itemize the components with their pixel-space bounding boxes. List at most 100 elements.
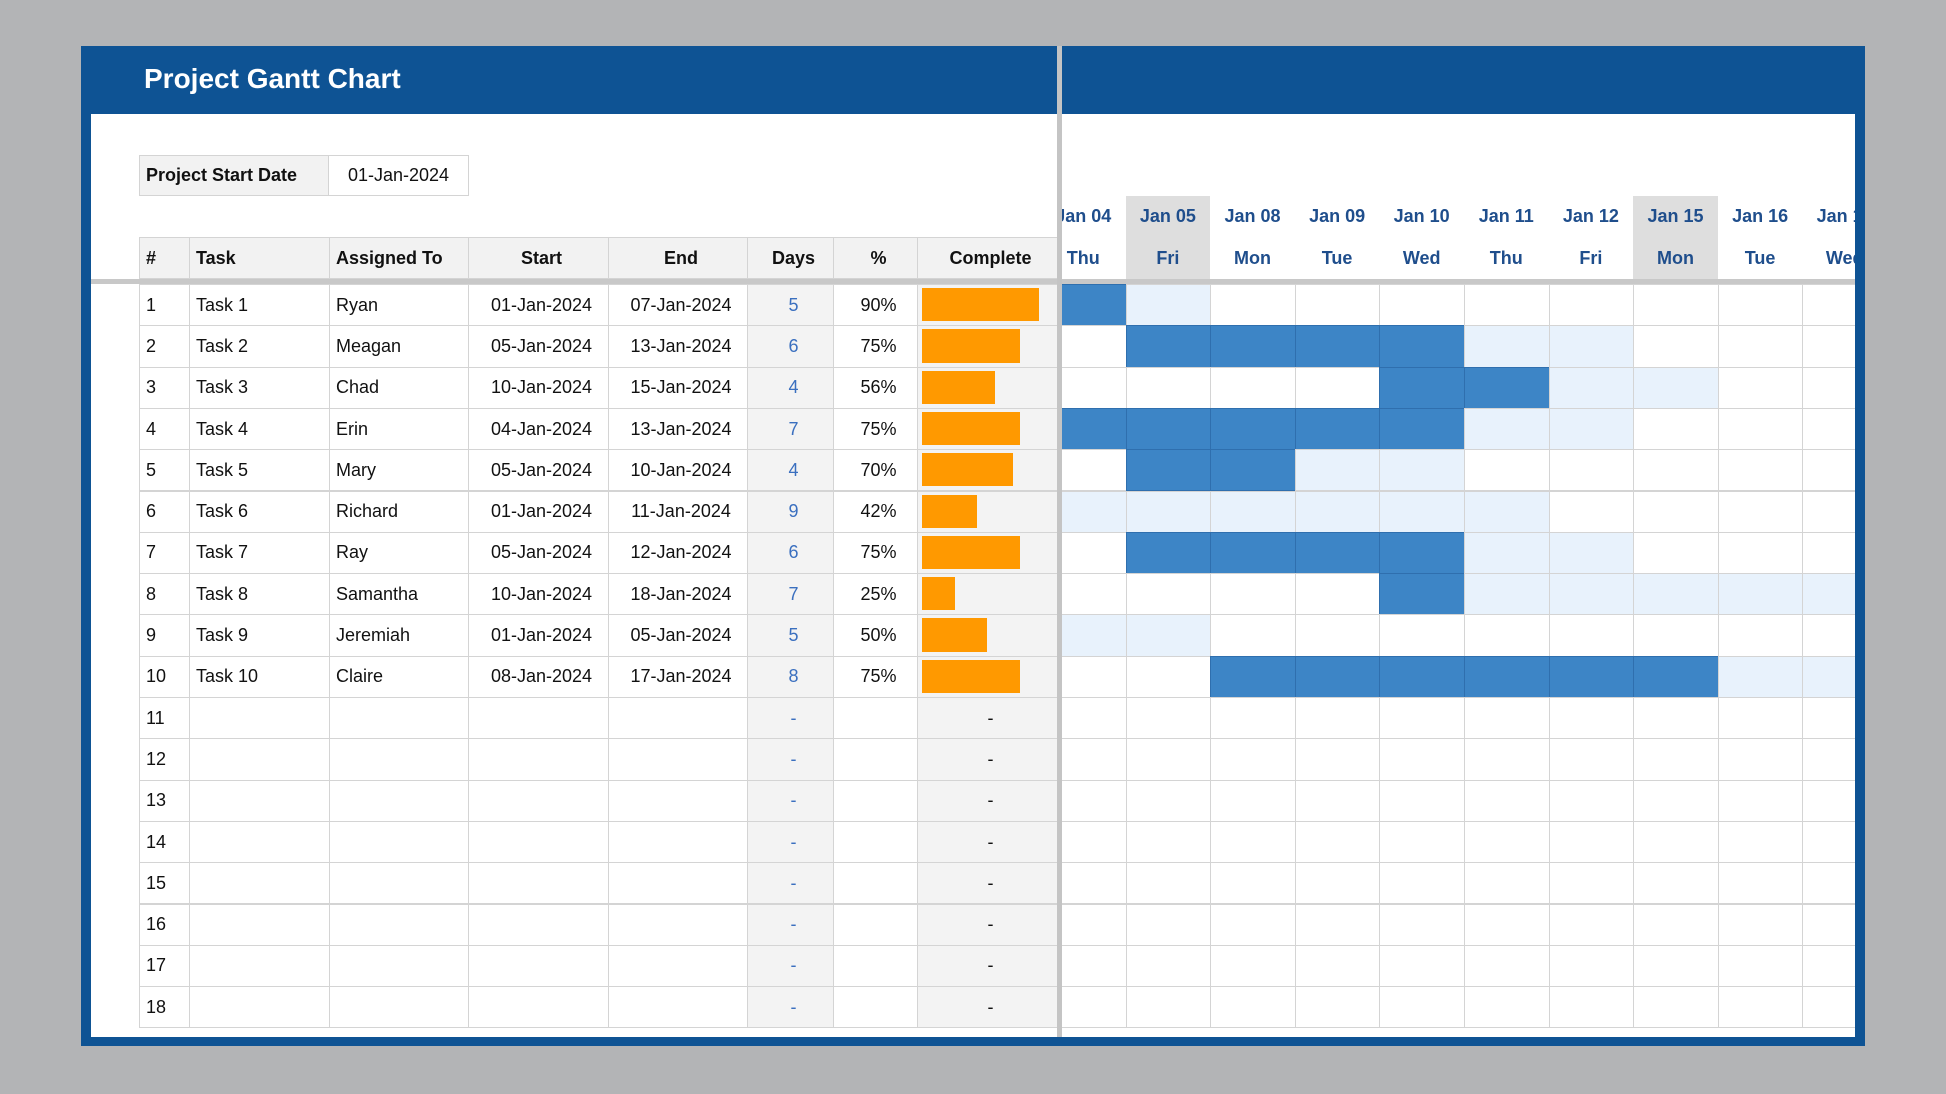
- gantt-cell: [1464, 986, 1550, 1029]
- table-cell: -: [747, 903, 834, 946]
- gantt-cell: [1548, 366, 1635, 409]
- column-header: %: [833, 237, 918, 279]
- gantt-cell: [1802, 697, 1855, 740]
- gantt-cell: [1464, 531, 1550, 575]
- gantt-cell: [1802, 903, 1855, 946]
- table-cell: -: [747, 697, 834, 740]
- table-cell: Mary: [329, 449, 469, 492]
- gantt-cell: [1062, 944, 1127, 988]
- table-cell: 9: [139, 614, 190, 657]
- gantt-cell: [1379, 697, 1465, 740]
- gantt-cell: [1802, 449, 1855, 492]
- table-cell: [329, 820, 469, 864]
- table-cell: -: [747, 986, 834, 1029]
- table-cell: Task 9: [189, 614, 330, 657]
- table-cell: 13: [139, 779, 190, 822]
- column-header: Task: [189, 237, 330, 279]
- table-cell: [608, 738, 748, 781]
- gantt-cell: [1294, 820, 1381, 864]
- table-cell: -: [747, 738, 834, 781]
- column-header: #: [139, 237, 190, 279]
- table-cell: [189, 820, 330, 864]
- gantt-cell: [1294, 325, 1381, 368]
- gantt-cell: [1464, 366, 1550, 409]
- gantt-cell: [1294, 449, 1381, 492]
- gantt-cell: [1125, 903, 1212, 946]
- table-cell: 12: [139, 738, 190, 781]
- table-cell: Task 10: [189, 655, 330, 698]
- table-cell: [468, 820, 609, 864]
- table-cell: 5: [747, 614, 834, 657]
- gantt-cell: [1379, 449, 1465, 492]
- gantt-cell: [1717, 655, 1804, 698]
- gantt-cell: [1062, 779, 1127, 822]
- table-cell: [189, 944, 330, 988]
- table-cell: 11-Jan-2024: [608, 490, 748, 533]
- gantt-cell: [1633, 944, 1719, 988]
- gantt-cell: [1633, 614, 1719, 657]
- gantt-cell: [1125, 944, 1212, 988]
- gantt-cell: [1379, 490, 1465, 533]
- gantt-cell: [1294, 779, 1381, 822]
- table-cell: 05-Jan-2024: [468, 531, 609, 575]
- gantt-cell: [1294, 903, 1381, 946]
- gantt-weekday: Thu: [1489, 247, 1523, 268]
- gantt-cell: [1062, 697, 1127, 740]
- gantt-cell: [1464, 655, 1550, 698]
- column-header: Assigned To: [329, 237, 469, 279]
- table-cell: [608, 697, 748, 740]
- table-cell: -: [917, 820, 1058, 864]
- gantt-cell: [1379, 903, 1465, 946]
- table-cell: [833, 779, 918, 822]
- gantt-cell: [1125, 407, 1212, 451]
- gantt-cell: [1548, 284, 1635, 327]
- gantt-cell: [1125, 738, 1212, 781]
- table-cell: 05-Jan-2024: [468, 449, 609, 492]
- gantt-cell: [1210, 366, 1296, 409]
- progress-bar: [922, 411, 1020, 446]
- gantt-cell: [1548, 862, 1635, 905]
- gantt-cell: [1717, 903, 1804, 946]
- gantt-cell: [1802, 284, 1855, 327]
- gantt-cell: [1379, 820, 1465, 864]
- gantt-cell: [1548, 449, 1635, 492]
- table-cell: 56%: [833, 366, 918, 409]
- gantt-cell: [1633, 738, 1719, 781]
- table-cell: Task 4: [189, 407, 330, 451]
- table-cell: Erin: [329, 407, 469, 451]
- gantt-cell: [1548, 903, 1635, 946]
- table-cell: [189, 738, 330, 781]
- gantt-cell: [1062, 407, 1127, 451]
- gantt-cell: [1210, 407, 1296, 451]
- table-cell: 6: [139, 490, 190, 533]
- table-cell: 07-Jan-2024: [608, 284, 748, 327]
- gantt-cell: [1125, 820, 1212, 864]
- gantt-cell: [1294, 366, 1381, 409]
- gantt-weekday: Wed: [1825, 247, 1855, 268]
- gantt-cell: [1294, 407, 1381, 451]
- gantt-cell: [1464, 325, 1550, 368]
- gantt-cell: [1548, 697, 1635, 740]
- table-cell: 25%: [833, 573, 918, 616]
- table-cell: Chad: [329, 366, 469, 409]
- gantt-cell: [1802, 573, 1855, 616]
- table-cell: 75%: [833, 655, 918, 698]
- gantt-cell: [1210, 490, 1296, 533]
- table-cell: 05-Jan-2024: [608, 614, 748, 657]
- table-cell: [608, 944, 748, 988]
- table-cell: [608, 986, 748, 1029]
- gantt-date: Jan 04: [1062, 206, 1112, 226]
- gantt-cell: [1125, 986, 1212, 1029]
- gantt-cell: [1802, 862, 1855, 905]
- gantt-cell: [1548, 573, 1635, 616]
- gantt-cell: [1125, 531, 1212, 575]
- gantt-cell: [1125, 614, 1212, 657]
- table-cell: 7: [139, 531, 190, 575]
- table-cell: Richard: [329, 490, 469, 533]
- table-cell: 5: [139, 449, 190, 492]
- gantt-date: Jan 15: [1633, 196, 1718, 237]
- table-cell: 10-Jan-2024: [468, 366, 609, 409]
- table-cell: [329, 738, 469, 781]
- gantt-weekday: Mon: [1233, 247, 1271, 268]
